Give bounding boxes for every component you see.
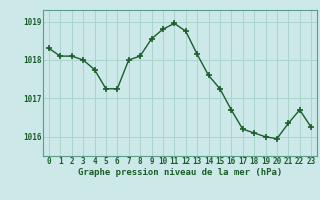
- X-axis label: Graphe pression niveau de la mer (hPa): Graphe pression niveau de la mer (hPa): [78, 168, 282, 177]
